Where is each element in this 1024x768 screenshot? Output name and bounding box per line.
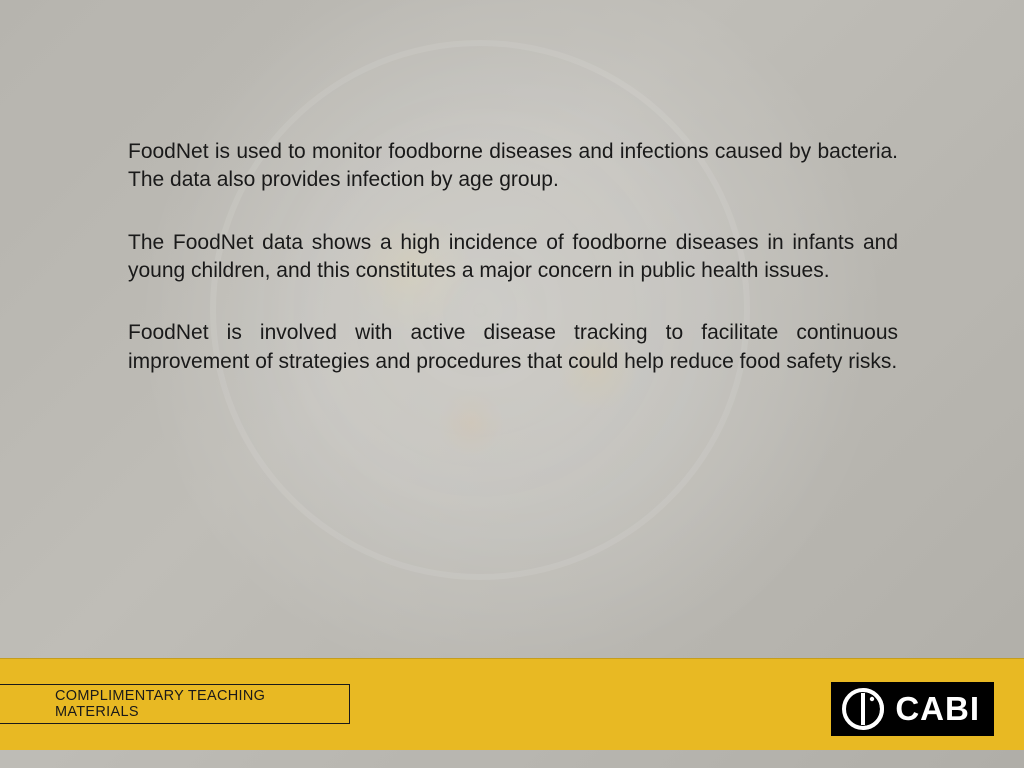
footer-badge-label: COMPLIMENTARY TEACHING MATERIALS bbox=[55, 688, 349, 720]
paragraph-1: FoodNet is used to monitor foodborne dis… bbox=[128, 138, 898, 195]
paragraph-3: FoodNet is involved with active disease … bbox=[128, 319, 898, 376]
cabi-logo-icon bbox=[841, 687, 885, 731]
logo-text: CABI bbox=[895, 690, 980, 728]
body-text-block: FoodNet is used to monitor foodborne dis… bbox=[128, 138, 898, 410]
logo-block: CABI bbox=[831, 682, 994, 736]
slide-container: FoodNet is used to monitor foodborne dis… bbox=[0, 0, 1024, 768]
paragraph-2: The FoodNet data shows a high incidence … bbox=[128, 229, 898, 286]
footer-badge: COMPLIMENTARY TEACHING MATERIALS bbox=[0, 684, 350, 724]
